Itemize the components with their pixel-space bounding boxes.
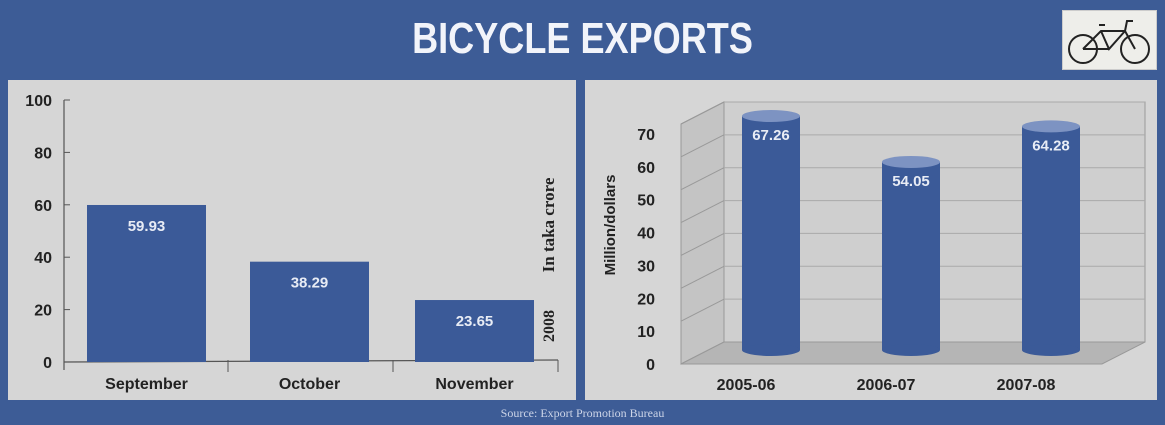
y-axis-title: In taka crore <box>539 177 558 272</box>
x-category-label: 2007-08 <box>997 377 1056 394</box>
cylinder-top <box>882 155 940 168</box>
side-gridline <box>680 134 725 158</box>
year-annotation: 2008 <box>541 310 558 342</box>
bicycle-icon <box>1062 10 1157 70</box>
cylinder-top <box>742 110 800 122</box>
y-tick-label: 40 <box>637 226 655 243</box>
side-gridline <box>680 167 725 191</box>
monthly-bar-chart: 0 20 40 60 80 100 59.93 September 38.29 October 23… <box>25 93 559 393</box>
x-category-label: October <box>279 376 340 393</box>
side-gridline <box>680 298 725 322</box>
cylinder-2007-08 <box>1022 126 1080 350</box>
side-gridline <box>680 232 725 256</box>
bar-value-label: 54.05 <box>892 173 930 190</box>
bar-value-label: 67.26 <box>752 127 790 144</box>
side-gridline <box>680 265 725 289</box>
cylinder-base <box>1022 344 1080 356</box>
bar-october <box>250 261 369 362</box>
y-tick-label: 50 <box>637 193 655 210</box>
cylinder-base <box>742 344 800 356</box>
y-tick-label: 20 <box>637 291 655 308</box>
chart-title: BICYCLE EXPORTS <box>412 14 753 63</box>
cylinder-top <box>1022 120 1080 133</box>
y-tick-label: 100 <box>25 93 52 110</box>
cylinder-base <box>882 344 940 356</box>
side-gridline <box>680 200 725 224</box>
monthly-chart-panel: 0 20 40 60 80 100 59.93 September 38.29 October 23… <box>8 80 576 400</box>
cylinder-2006-07 <box>882 161 940 350</box>
x-category-label: November <box>435 376 513 393</box>
side-gridline <box>680 101 725 125</box>
cylinder-2005-06 <box>742 116 800 350</box>
y-tick-label: 60 <box>34 198 52 215</box>
y-tick-label: 30 <box>637 258 655 275</box>
bar-value-label: 59.93 <box>128 218 166 235</box>
y-tick-label: 0 <box>646 357 655 374</box>
x-category-label: 2005-06 <box>717 377 776 394</box>
bar-value-label: 38.29 <box>291 275 329 292</box>
bar-september <box>87 204 206 362</box>
yearly-cylinder-chart: 0 10 20 30 40 50 60 70 67.26 2005-06 54.05 2006-07 6… <box>602 101 1146 394</box>
bar-november <box>415 300 534 362</box>
y-tick-label: 60 <box>637 160 655 177</box>
x-category-label: 2006-07 <box>857 377 916 394</box>
bar-value-label: 64.28 <box>1032 137 1070 154</box>
y-tick-label: 70 <box>637 127 655 144</box>
y-tick-label: 0 <box>43 355 52 372</box>
source-note: Source: Export Promotion Bureau <box>500 406 665 420</box>
y-axis-title: Million/dollars <box>602 175 619 276</box>
y-tick-label: 80 <box>34 145 52 162</box>
bar-value-label: 23.65 <box>456 313 494 330</box>
x-category-label: September <box>105 376 188 393</box>
y-tick-label: 20 <box>34 303 52 320</box>
y-tick-label: 10 <box>637 324 655 341</box>
yearly-chart-panel: 0 10 20 30 40 50 60 70 67.26 2005-06 54.05 2006-07 6… <box>585 80 1157 400</box>
y-tick-label: 40 <box>34 250 52 267</box>
side-wall <box>680 101 725 365</box>
